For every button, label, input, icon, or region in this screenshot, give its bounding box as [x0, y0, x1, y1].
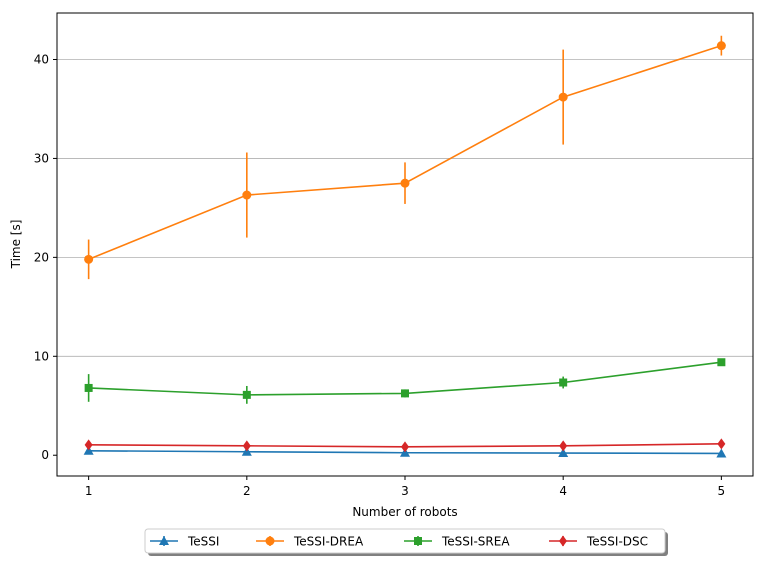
plot-area-frame	[56, 12, 754, 477]
y-tick-label: 0	[41, 448, 49, 462]
axis-ticks: 0 10 20 30 40 1 2 3 4 5	[34, 52, 725, 498]
legend-marker-tessi-srea	[414, 537, 422, 545]
legend-entry-tessi-drea: TeSSI-DREA	[256, 535, 364, 549]
data-point-tessi-dsc	[401, 441, 409, 453]
x-axis-label: Number of robots	[352, 505, 457, 519]
legend-entry-tessi-srea: TeSSI-SREA	[404, 535, 510, 549]
data-point-tessi-dsc	[717, 438, 726, 450]
legend-marker-tessi-dsc	[559, 535, 567, 547]
x-tick-label: 1	[85, 484, 93, 498]
data-point-tessi-dsc	[84, 439, 93, 451]
y-tick-label: 40	[34, 52, 49, 66]
legend-label-tessi-drea: TeSSI-DREA	[293, 535, 364, 549]
y-axis-label: Time [s]	[9, 220, 23, 270]
series-tessi-drea	[84, 35, 726, 280]
data-point-tessi-drea	[400, 178, 410, 188]
data-point-tessi-dsc	[559, 440, 568, 452]
data-point-tessi-drea	[558, 92, 568, 102]
x-tick-label: 4	[559, 484, 567, 498]
series-tessi-srea	[84, 358, 726, 404]
x-tick-label: 3	[401, 484, 409, 498]
data-point-tessi-drea	[84, 254, 94, 264]
data-point-tessi-srea	[559, 378, 568, 387]
x-tick-label: 2	[243, 484, 251, 498]
legend-label-tessi: TeSSI	[187, 535, 219, 549]
y-tick-label: 20	[34, 250, 49, 264]
series-layer	[83, 35, 727, 458]
data-point-tessi-drea	[242, 190, 252, 200]
legend-marker-tessi-drea	[265, 536, 275, 546]
legend-marker-tessi	[159, 536, 169, 545]
data-point-tessi-drea	[716, 41, 726, 51]
y-tick-label: 10	[34, 349, 49, 363]
series-line-tessi-drea	[88, 44, 722, 261]
gridlines	[57, 59, 753, 357]
data-point-tessi-srea	[84, 383, 93, 392]
data-point-tessi-srea	[717, 358, 726, 367]
x-tick-label: 5	[718, 484, 726, 498]
legend-entry-tessi: TeSSI	[150, 535, 219, 549]
legend-entry-tessi-dsc: TeSSI-DSC	[549, 535, 648, 549]
legend: TeSSI TeSSI-DREA TeSSI-SREA TeSSI-DSC	[144, 528, 668, 556]
data-point-tessi-srea	[401, 389, 409, 398]
legend-label-tessi-dsc: TeSSI-DSC	[586, 535, 648, 549]
legend-label-tessi-srea: TeSSI-SREA	[441, 535, 510, 549]
data-point-tessi-srea	[242, 390, 251, 399]
data-point-tessi-dsc	[242, 440, 251, 452]
data-point-tessi	[716, 448, 727, 458]
data-point-tessi	[558, 448, 569, 458]
y-tick-label: 30	[34, 151, 49, 165]
series-tessi-dsc	[84, 438, 726, 453]
